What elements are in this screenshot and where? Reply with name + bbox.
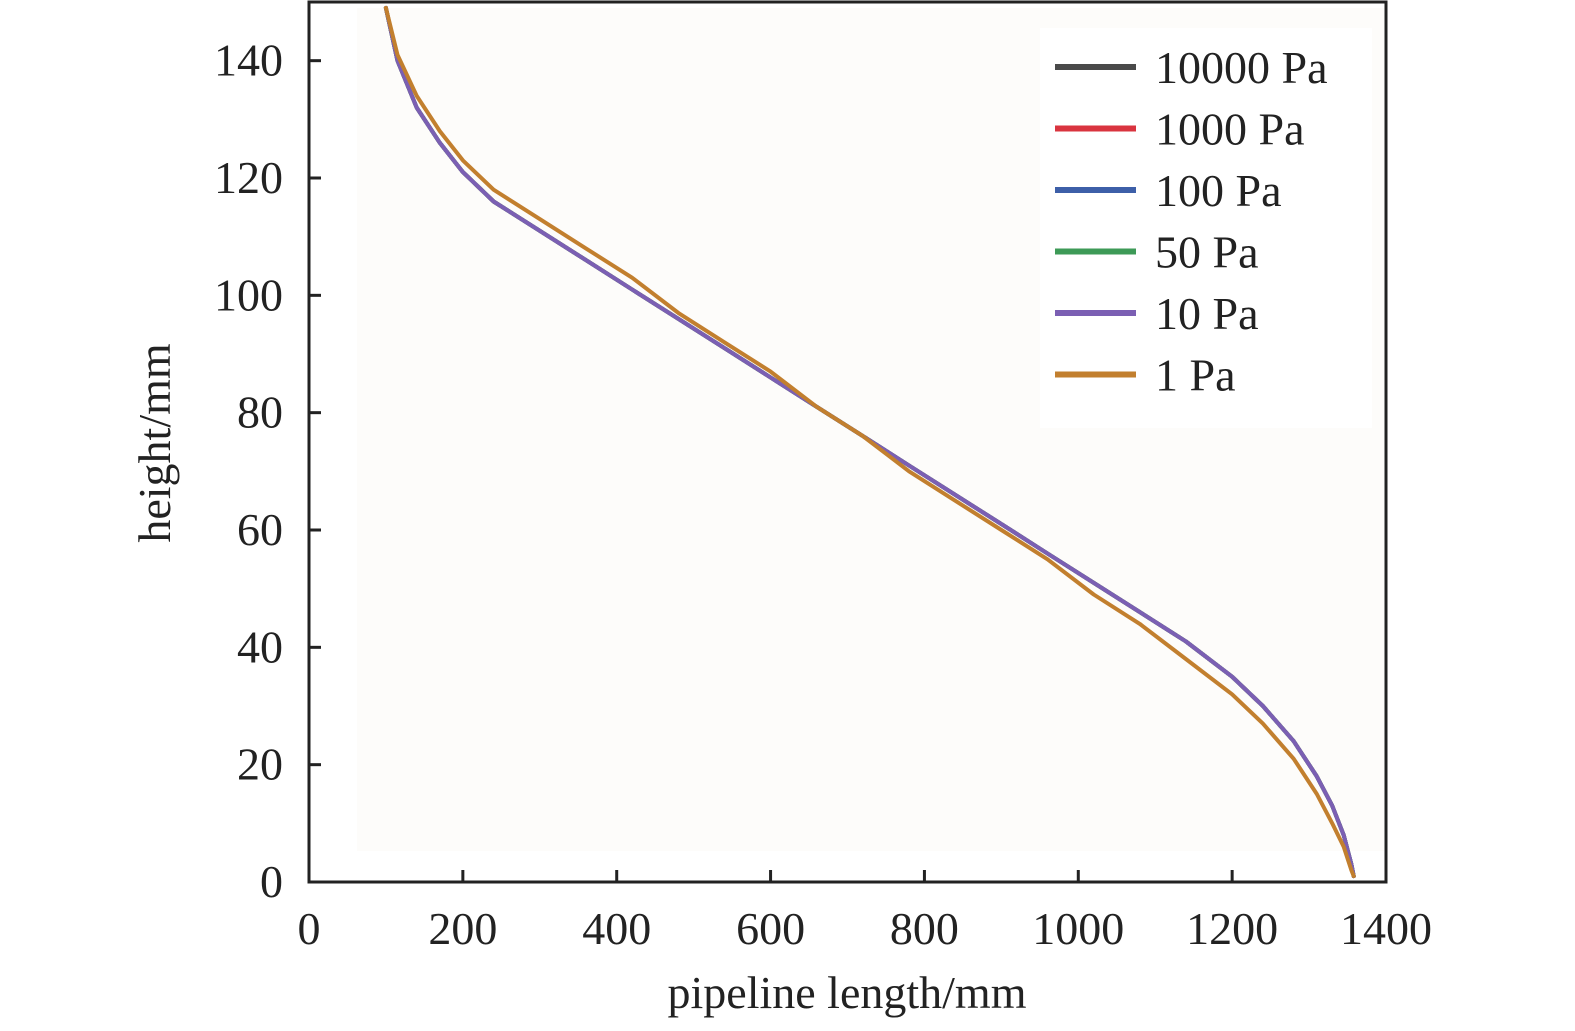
legend: 10000 Pa 1000 Pa 100 Pa 50 Pa 10 Pa 1 Pa — [1040, 28, 1372, 428]
y-tick-label-3: 60 — [237, 504, 283, 555]
legend-label-4: 10 Pa — [1155, 288, 1259, 339]
legend-label-3: 50 Pa — [1155, 227, 1259, 278]
x-tick-label-0: 0 — [298, 903, 321, 954]
plot-frame — [307, 0, 1388, 884]
y-tick-label-0: 0 — [260, 856, 283, 907]
series-line-4 — [383, 5, 1356, 879]
series-layer — [383, 5, 1356, 879]
series-line-5 — [383, 5, 1356, 879]
y-tick-label-6: 120 — [214, 152, 283, 203]
legend-label-5: 1 Pa — [1155, 350, 1236, 401]
x-tick-label-4: 800 — [890, 903, 959, 954]
y-axis-title: height/mm — [129, 343, 180, 543]
y-tick-label-1: 20 — [237, 739, 283, 790]
x-tick-label-1: 200 — [428, 903, 497, 954]
x-tick-label-2: 400 — [582, 903, 651, 954]
legend-label-0: 10000 Pa — [1155, 42, 1328, 93]
x-axis-title: pipeline length/mm — [668, 967, 1027, 1018]
y-tick-label-2: 40 — [237, 621, 283, 672]
x-tick-label-5: 1000 — [1032, 903, 1124, 954]
axes-layer: 0 200 400 600 800 1000 1200 1400 0 20 40 60 80 100 120… — [214, 0, 1432, 954]
y-tick-label-7: 140 — [214, 35, 283, 86]
legend-background — [1040, 28, 1372, 428]
x-tick-label-7: 1400 — [1340, 903, 1432, 954]
y-tick-label-5: 100 — [214, 269, 283, 320]
legend-label-1: 1000 Pa — [1155, 104, 1305, 155]
x-tick-label-6: 1200 — [1186, 903, 1278, 954]
x-tick-label-3: 600 — [736, 903, 805, 954]
legend-label-2: 100 Pa — [1155, 165, 1282, 216]
y-tick-label-4: 80 — [237, 387, 283, 438]
